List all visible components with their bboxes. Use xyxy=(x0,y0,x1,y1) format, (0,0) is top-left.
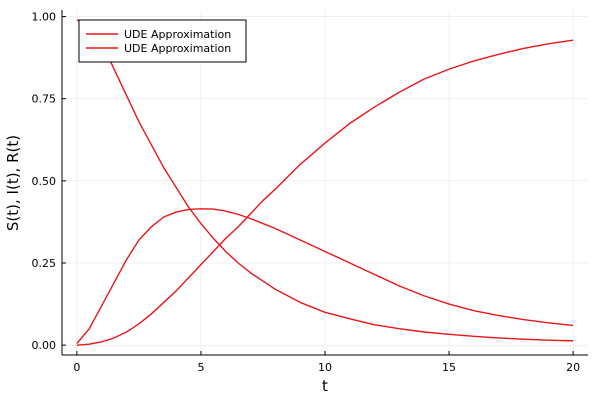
y-tick-label: 0.75 xyxy=(32,93,57,106)
grid-lines xyxy=(62,10,588,355)
tick-labels: 0 5 10 15 20 0.00 0.25 0.50 0.75 1.00 xyxy=(32,11,581,374)
series-line-1 xyxy=(76,19,574,342)
series-line-2 xyxy=(76,208,574,344)
x-tick-label: 15 xyxy=(442,361,456,374)
legend-label-2: UDE Approximation xyxy=(124,42,231,55)
series-line-3 xyxy=(76,39,574,346)
x-tick-label: 10 xyxy=(318,361,332,374)
x-tick-label: 0 xyxy=(73,361,80,374)
y-tick-label: 1.00 xyxy=(32,11,57,24)
legend: UDE Approximation UDE Approximation xyxy=(78,19,247,63)
x-tick-label: 5 xyxy=(197,361,204,374)
y-axis-title: S(t), I(t), R(t) xyxy=(4,135,22,231)
x-axis-title: t xyxy=(322,377,328,395)
series-lines xyxy=(76,19,574,346)
y-tick-label: 0.00 xyxy=(32,339,57,352)
y-tick-label: 0.50 xyxy=(32,175,57,188)
legend-box xyxy=(78,19,247,63)
legend-label-1: UDE Approximation xyxy=(124,28,231,41)
y-tick-label: 0.25 xyxy=(32,257,57,270)
x-tick-label: 20 xyxy=(566,361,580,374)
